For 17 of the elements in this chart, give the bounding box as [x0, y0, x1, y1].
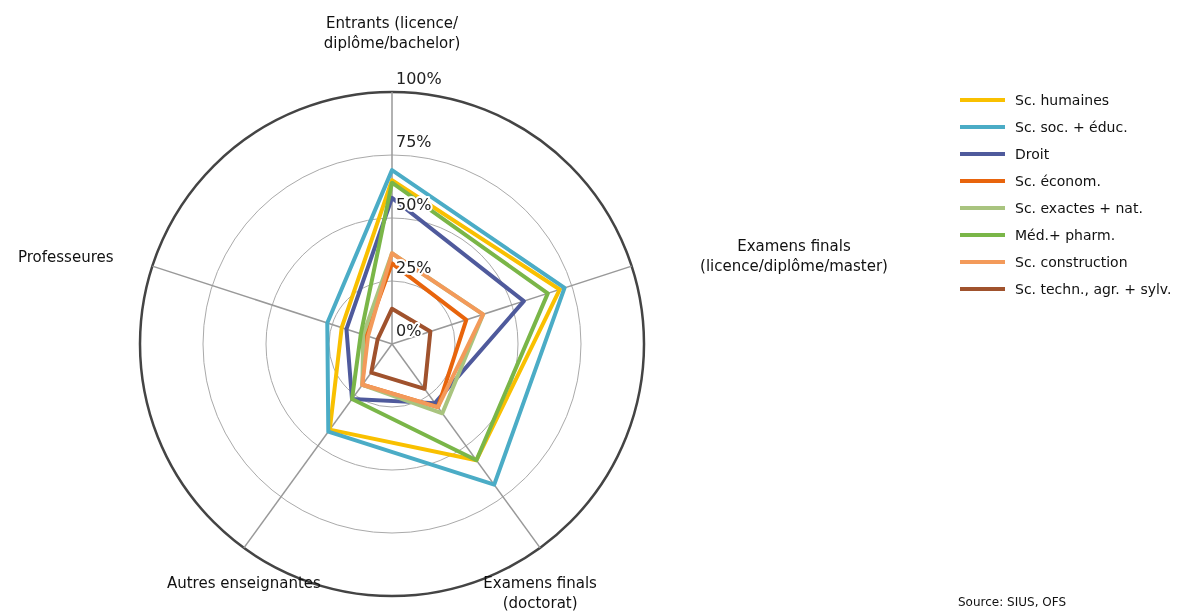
spoke-label: Examens finals (licence/diplôme/master)	[700, 237, 888, 275]
y-tick-label: 100%	[396, 69, 442, 88]
spoke-label: Professeures	[18, 248, 114, 266]
legend-label: Sc. exactes + nat.	[1015, 200, 1143, 216]
y-tick-label: 75%	[396, 132, 432, 151]
y-tick-label: 0%	[396, 321, 422, 340]
legend-label: Droit	[1015, 146, 1050, 162]
spoke-label: Entrants (licence/ diplôme/bachelor)	[323, 14, 461, 52]
legend-label: Sc. humaines	[1015, 92, 1110, 108]
source-note: Source: SIUS, OFS	[958, 595, 1067, 609]
spoke-label: Autres enseignantes	[166, 573, 322, 592]
spoke-label: Examens finals (doctorat)	[483, 573, 598, 612]
legend-label: Méd.+ pharm.	[1015, 227, 1116, 243]
legend-label: Sc. construction	[1015, 254, 1128, 270]
legend-label: Sc. techn., agr. + sylv.	[1015, 281, 1172, 297]
legend-label: Sc. économ.	[1015, 173, 1101, 189]
legend-label: Sc. soc. + éduc.	[1015, 119, 1128, 135]
